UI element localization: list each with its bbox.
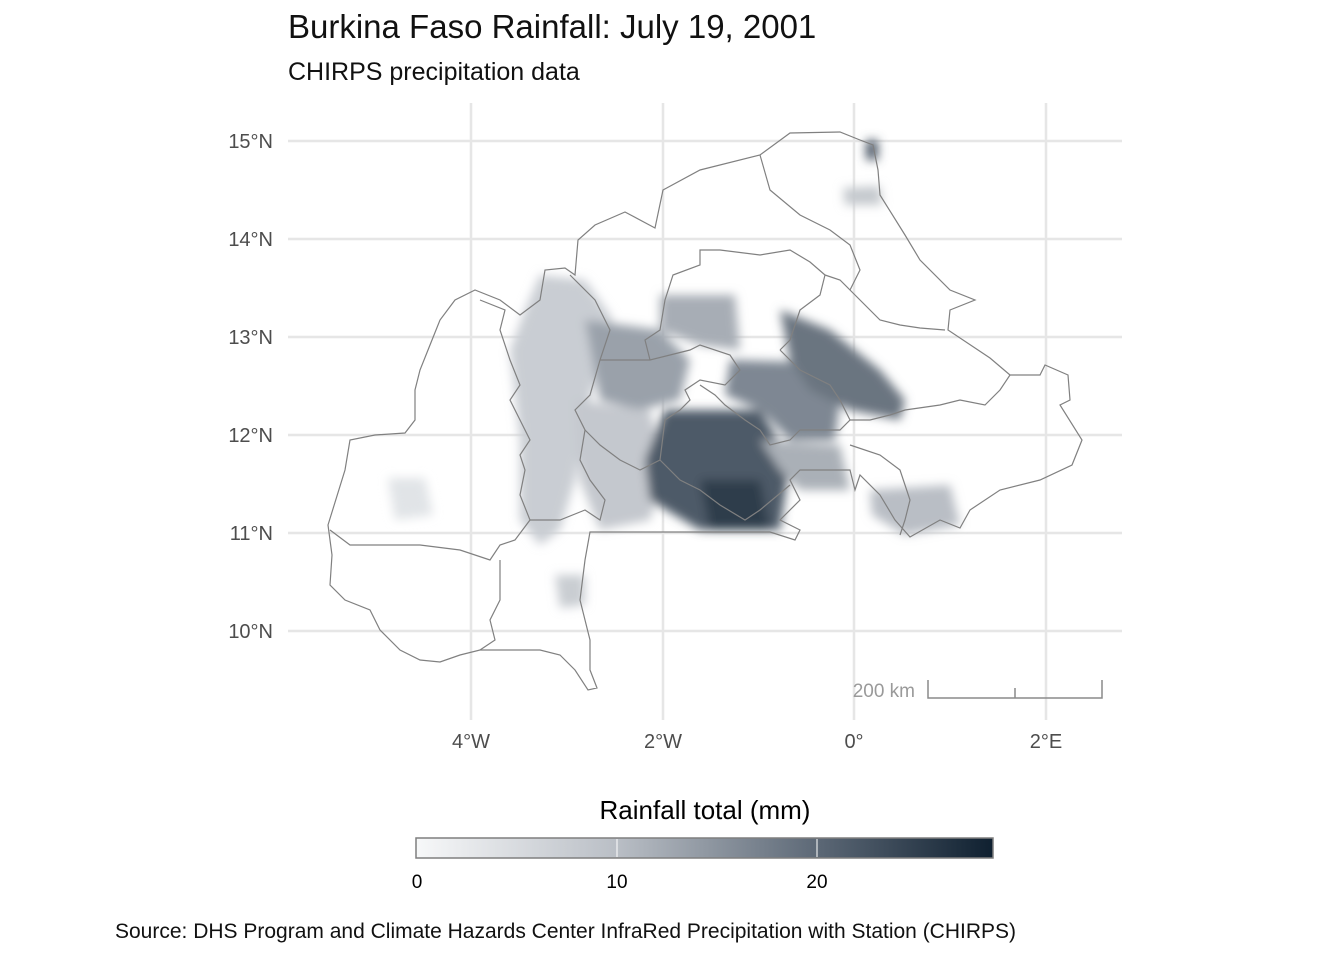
y-label-10n: 10°N (228, 621, 273, 643)
legend-tick-20: 20 (806, 872, 828, 893)
scale-bar-label: 200 km (853, 681, 915, 702)
x-label-2e: 2°E (1030, 731, 1062, 753)
y-label-13n: 13°N (228, 327, 273, 349)
y-label-14n: 14°N (228, 229, 273, 251)
y-label-15n: 15°N (228, 131, 273, 153)
legend-tick-10: 10 (606, 872, 628, 893)
admin-borders (327, 131, 1083, 691)
y-axis-labels: 15°N 14°N 13°N 12°N 11°N 10°N (228, 131, 273, 643)
legend-tick-0: 0 (411, 872, 423, 893)
map-subtitle: CHIRPS precipitation data (288, 58, 580, 86)
y-label-11n: 11°N (230, 523, 273, 545)
legend-title: Rainfall total (mm) (599, 795, 811, 825)
x-label-2w: 2°W (644, 731, 682, 753)
scale-bar: 200 km (853, 680, 1103, 702)
source-caption: Source: DHS Program and Climate Hazards … (115, 920, 1017, 943)
x-label-0: 0° (844, 731, 863, 753)
map-title: Burkina Faso Rainfall: July 19, 2001 (288, 8, 817, 45)
x-label-4w: 4°W (452, 731, 490, 753)
rainfall-raster (388, 140, 960, 608)
x-axis-labels: 4°W 2°W 0° 2°E (452, 731, 1062, 753)
legend-colorbar (415, 837, 994, 859)
y-label-12n: 12°N (228, 425, 273, 447)
